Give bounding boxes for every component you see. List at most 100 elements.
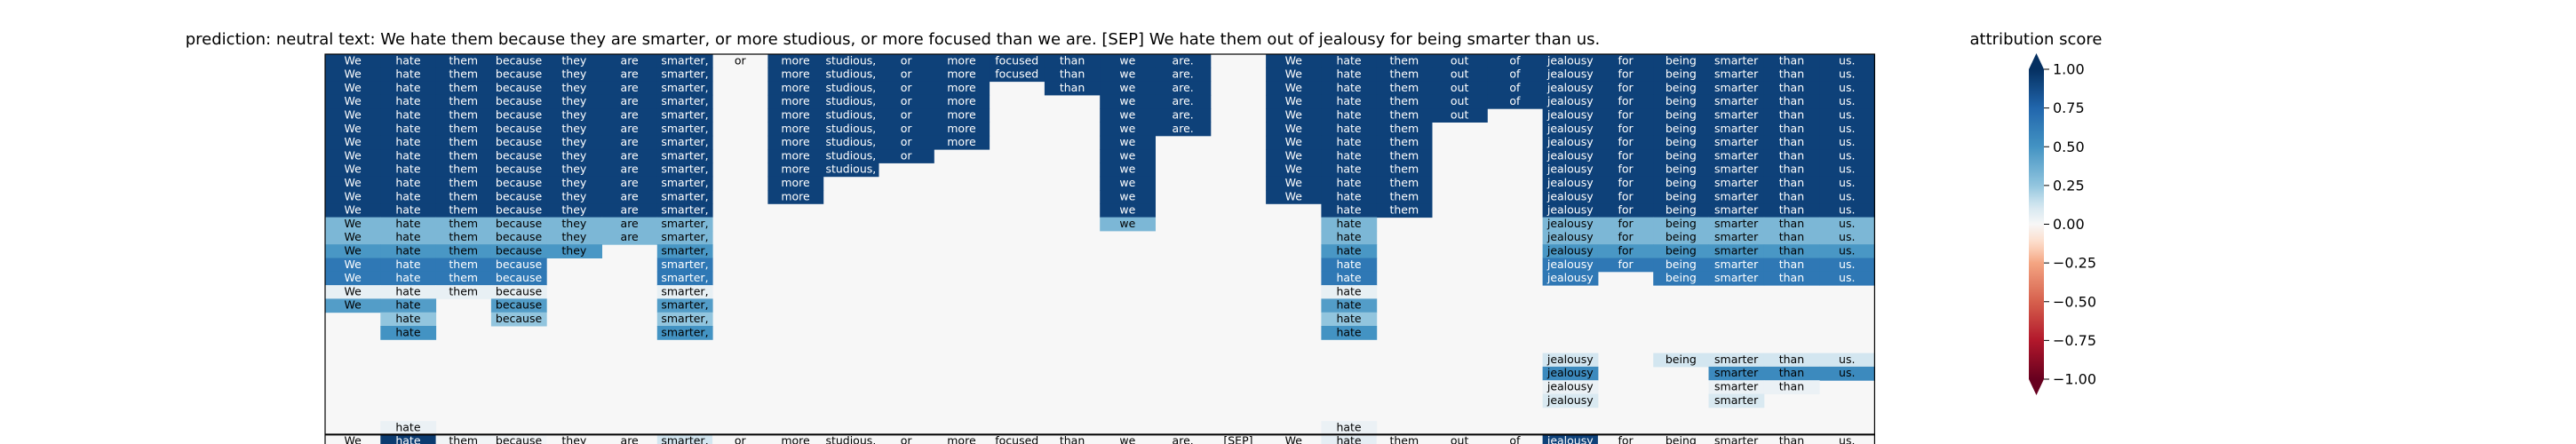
token-label: We bbox=[1285, 163, 1303, 176]
heatmap-cell bbox=[1100, 149, 1156, 163]
heatmap-cell bbox=[656, 217, 713, 232]
token-label: smarter bbox=[1714, 135, 1759, 148]
token-label: being bbox=[1666, 434, 1697, 444]
token-label: them bbox=[1389, 189, 1419, 202]
token-label: are bbox=[621, 148, 640, 162]
token-label: We bbox=[344, 122, 362, 135]
heatmap-cell bbox=[1432, 434, 1488, 444]
token-label: hate bbox=[1336, 244, 1361, 258]
colorbar-tick-label: 0.50 bbox=[2053, 139, 2085, 155]
token-label: because bbox=[496, 135, 543, 148]
heatmap-cell bbox=[1266, 94, 1322, 109]
heatmap-cell bbox=[1266, 163, 1322, 178]
token-label: We bbox=[1285, 53, 1303, 67]
heatmap-cell bbox=[1266, 135, 1322, 150]
token-label: hate bbox=[395, 53, 420, 67]
token-label: of bbox=[1509, 53, 1521, 67]
heatmap-cell bbox=[879, 67, 934, 83]
heatmap-cell bbox=[1819, 163, 1875, 178]
heatmap-cell bbox=[380, 176, 437, 191]
token-label: smarter bbox=[1714, 353, 1759, 366]
heatmap-cell bbox=[1819, 434, 1875, 444]
heatmap-cell bbox=[1100, 190, 1156, 204]
token-label: hate bbox=[1336, 135, 1361, 148]
heatmap-cell bbox=[1100, 81, 1156, 96]
token-label: smarter, bbox=[661, 258, 708, 271]
heatmap-cell bbox=[879, 122, 934, 137]
heatmap-cell bbox=[1708, 353, 1765, 368]
token-label: smarter bbox=[1714, 163, 1759, 176]
heatmap-cell bbox=[601, 203, 658, 218]
heatmap-cell bbox=[1819, 203, 1875, 218]
heatmap-cell bbox=[490, 258, 547, 273]
token-label: hate bbox=[1336, 122, 1361, 135]
heatmap-cell bbox=[325, 271, 381, 286]
token-label: smarter, bbox=[661, 230, 708, 243]
heatmap-cell bbox=[1763, 54, 1820, 68]
heatmap-cell bbox=[1819, 353, 1875, 368]
heatmap-cell bbox=[1321, 230, 1378, 245]
token-label: for bbox=[1618, 53, 1634, 67]
token-label: We bbox=[1285, 148, 1303, 162]
token-label: [SEP] bbox=[1223, 434, 1252, 444]
heatmap-cell bbox=[490, 434, 547, 444]
heatmap-cell bbox=[601, 163, 658, 178]
heatmap-cell bbox=[1321, 271, 1378, 286]
token-label: they bbox=[561, 203, 587, 217]
heatmap-cell bbox=[546, 230, 602, 245]
heatmap-cell bbox=[435, 271, 492, 286]
heatmap-cell bbox=[1653, 54, 1709, 68]
token-label: than bbox=[1779, 148, 1804, 162]
heatmap-cell bbox=[1100, 108, 1156, 123]
token-label: We bbox=[1285, 108, 1303, 122]
token-label: We bbox=[344, 271, 362, 284]
heatmap-cell bbox=[1597, 258, 1654, 273]
heatmap-cell bbox=[1653, 271, 1709, 286]
token-label: us. bbox=[1839, 122, 1855, 135]
heatmap-cell bbox=[1819, 122, 1875, 137]
heatmap-cell bbox=[1542, 258, 1599, 273]
heatmap-cell bbox=[1819, 81, 1875, 96]
token-label: smarter, bbox=[661, 189, 708, 202]
heatmap-cell bbox=[1321, 149, 1378, 163]
token-label: or bbox=[901, 108, 913, 122]
heatmap-cell bbox=[1487, 434, 1544, 444]
token-label: being bbox=[1666, 53, 1697, 67]
token-label: for bbox=[1618, 108, 1634, 122]
heatmap-cell bbox=[1100, 163, 1156, 178]
token-label: jealousy bbox=[1546, 53, 1594, 67]
token-label: them bbox=[449, 163, 478, 176]
token-label: them bbox=[1389, 135, 1419, 148]
heatmap-cell bbox=[1321, 298, 1378, 313]
heatmap-cell bbox=[1819, 135, 1875, 150]
token-label: us. bbox=[1839, 67, 1855, 81]
heatmap-cell bbox=[1542, 230, 1599, 245]
token-label: because bbox=[496, 108, 543, 122]
heatmap-cell bbox=[1100, 94, 1156, 109]
heatmap-cell bbox=[1044, 54, 1101, 68]
heatmap-cell bbox=[767, 122, 824, 137]
heatmap-cell bbox=[767, 81, 824, 96]
token-label: hate bbox=[395, 94, 420, 107]
token-label: being bbox=[1666, 189, 1697, 202]
heatmap-cell bbox=[1708, 244, 1765, 258]
heatmap-cell bbox=[934, 122, 990, 137]
token-label: them bbox=[449, 244, 478, 258]
token-label: because bbox=[496, 312, 543, 325]
token-label: We bbox=[344, 108, 362, 122]
token-label: or bbox=[901, 148, 913, 162]
heatmap-cell bbox=[767, 149, 824, 163]
colorbar-tick-label: −0.25 bbox=[2053, 255, 2096, 272]
heatmap-cell bbox=[380, 135, 437, 150]
token-label: they bbox=[561, 81, 587, 94]
heatmap-cell bbox=[601, 122, 658, 137]
heatmap-cell bbox=[435, 244, 492, 258]
token-label: than bbox=[1779, 434, 1804, 444]
token-label: smarter, bbox=[661, 325, 708, 338]
heatmap-cell bbox=[490, 108, 547, 123]
heatmap-cell bbox=[1376, 176, 1433, 191]
heatmap-cell bbox=[435, 94, 492, 109]
heatmap-cell bbox=[1763, 176, 1820, 191]
colorbar-tick-label: 0.75 bbox=[2053, 99, 2085, 116]
